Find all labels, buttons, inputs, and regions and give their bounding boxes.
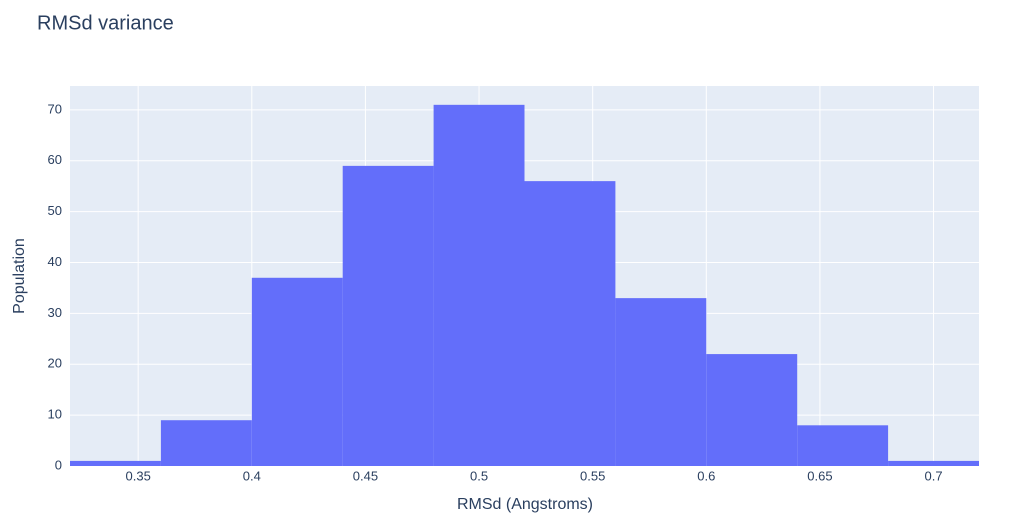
x-tick-label: 0.45: [353, 468, 378, 483]
bar: [251, 277, 343, 466]
bar: [797, 425, 889, 466]
y-tick-label: 10: [48, 407, 62, 422]
x-axis-title: RMSd (Angstroms): [457, 496, 593, 513]
x-tick-label: 0.55: [580, 468, 605, 483]
y-tick-label: 70: [48, 101, 62, 116]
y-tick-label: 20: [48, 356, 62, 371]
bar: [433, 104, 525, 466]
bar: [342, 165, 434, 466]
x-tick-label: 0.35: [126, 468, 151, 483]
x-tick-label: 0.6: [697, 468, 715, 483]
bar: [160, 420, 252, 466]
x-tick-label: 0.65: [807, 468, 832, 483]
x-tick-label: 0.4: [243, 468, 261, 483]
chart-title: RMSd variance: [37, 12, 174, 34]
y-tick-label: 60: [48, 152, 62, 167]
bar: [706, 354, 798, 466]
y-tick-label: 50: [48, 203, 62, 218]
x-tick-label: 0.5: [470, 468, 488, 483]
y-tick-label: 40: [48, 254, 62, 269]
y-axis-title: Population: [11, 238, 28, 314]
x-tick-label: 0.7: [925, 468, 943, 483]
bar: [524, 181, 616, 466]
bar: [70, 460, 161, 466]
y-tick-label: 0: [55, 457, 62, 472]
y-tick-label: 30: [48, 305, 62, 320]
bar: [888, 460, 979, 466]
bar: [615, 298, 707, 466]
